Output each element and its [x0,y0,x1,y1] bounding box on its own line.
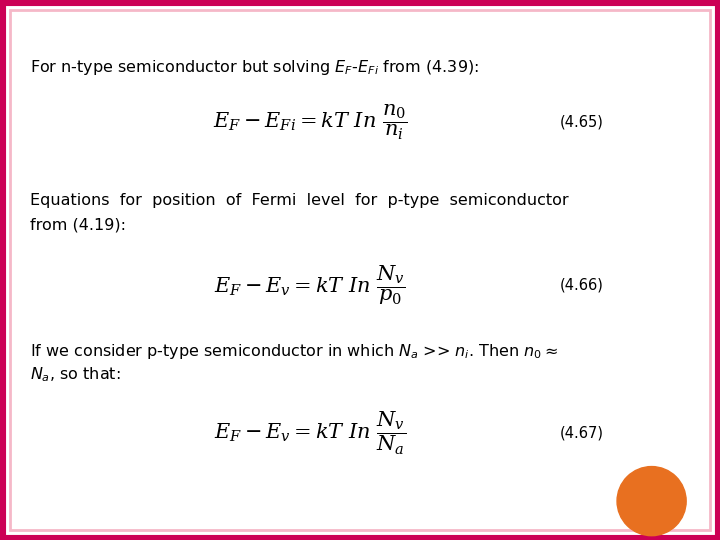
Text: For n-type semiconductor but solving $E_F$-$E_{Fi}$ from (4.39):: For n-type semiconductor but solving $E_… [30,58,479,77]
Text: from (4.19):: from (4.19): [30,217,126,232]
Text: $N_a$, so that:: $N_a$, so that: [30,365,121,384]
Text: (4.66): (4.66) [560,278,604,293]
Text: (4.65): (4.65) [560,114,604,130]
Text: (4.67): (4.67) [560,426,604,441]
Text: $E_F - E_v = kT\ In\ \dfrac{N_v}{N_a}$: $E_F - E_v = kT\ In\ \dfrac{N_v}{N_a}$ [214,409,406,456]
Text: $E_F - E_{Fi} = kT\ In\ \dfrac{n_0}{n_i}$: $E_F - E_{Fi} = kT\ In\ \dfrac{n_0}{n_i}… [213,103,408,141]
Text: $E_F - E_v = kT\ In\ \dfrac{N_v}{p_0}$: $E_F - E_v = kT\ In\ \dfrac{N_v}{p_0}$ [214,263,406,307]
Text: Equations  for  position  of  Fermi  level  for  p-type  semiconductor: Equations for position of Fermi level fo… [30,193,569,208]
Text: If we consider p-type semiconductor in which $N_a$ >> $n_i$. Then $n_0 \approx$: If we consider p-type semiconductor in w… [30,342,558,361]
Circle shape [617,467,686,536]
